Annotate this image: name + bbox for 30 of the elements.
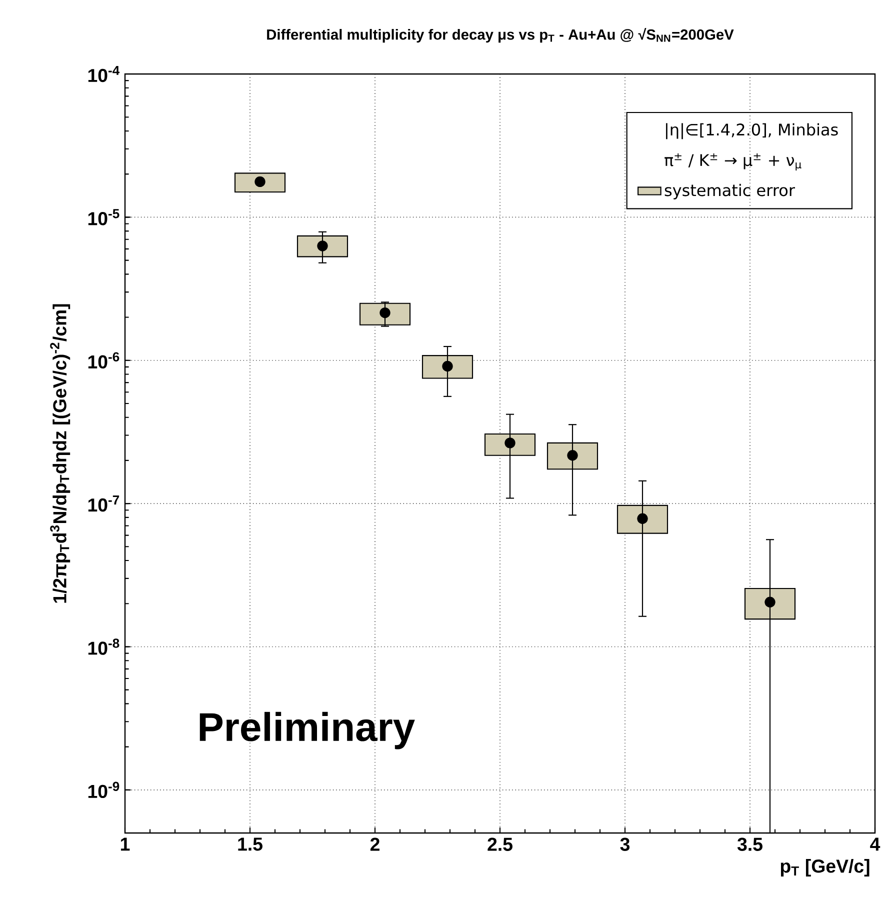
point <box>764 596 776 608</box>
x-tick-label: 4 <box>870 838 880 851</box>
y-tick-label: 10$^{-7}$ <box>88 495 120 512</box>
y-tick-label: 10$^{-5}$ <box>88 209 120 226</box>
legend-label: systematic error <box>664 184 796 200</box>
x-axis-title: p$_{T}$ [GeV/c] <box>780 859 870 876</box>
point <box>380 307 390 318</box>
annotation: |η|∈[1.4,2.0], Minbias <box>666 123 838 140</box>
y-tick-label: 10$^{-6}$ <box>88 352 120 369</box>
annotation: Preliminary <box>200 712 415 750</box>
text: 1/2πp$_{T}$d$^{3}$N/dp$_{T}$dηdz [(GeV/c)$^{-2}$/cm] <box>50 304 70 603</box>
x-tick-label: 3.5 <box>737 838 762 851</box>
point <box>567 450 578 461</box>
bar <box>234 172 286 193</box>
point <box>504 438 516 448</box>
y-tick-label: 10$^{-8}$ <box>88 638 120 655</box>
x-tick-label: 1 <box>120 838 130 851</box>
y-tick-label: 10$^{-9}$ <box>88 782 120 798</box>
x-tick-label: 1.5 <box>238 838 262 851</box>
x-tick-label: 2.5 <box>488 838 512 851</box>
point <box>317 240 328 252</box>
point <box>254 176 266 188</box>
chart-title: Differential multiplicity for decay μs vs p$_{T}$ - Au+Au @ √S$_{NN}$=200GeV <box>267 28 734 43</box>
bar <box>359 302 411 326</box>
y-tick-label: 10$^{-4}$ <box>88 66 120 82</box>
x-tick-label: 2 <box>370 838 380 851</box>
x-tick-label: 3 <box>620 838 630 851</box>
annotation: π$^{±}$ / K$^{±}$ → μ$^{±}$ + ν$_{μ}$ <box>664 153 802 171</box>
point <box>442 360 453 372</box>
point <box>637 513 648 524</box>
